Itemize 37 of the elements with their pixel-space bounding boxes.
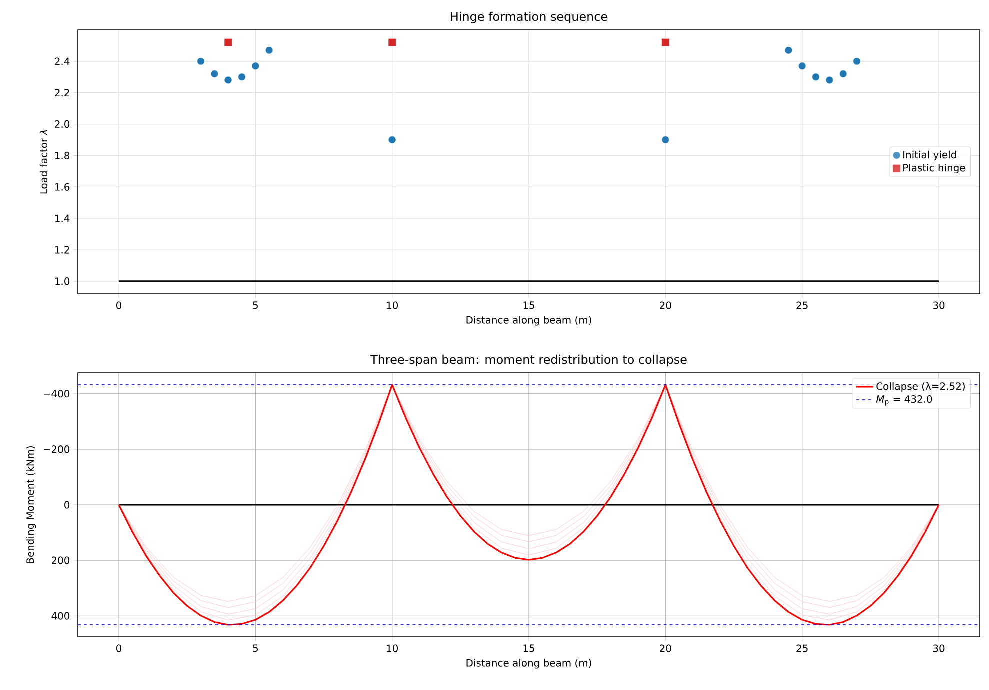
x-tick-label: 25 xyxy=(796,302,808,310)
y-tick-label: 200 xyxy=(52,556,70,564)
y-tick-label: 1.2 xyxy=(55,246,70,254)
legend-label: Initial yield xyxy=(904,150,956,161)
x-tick-label: 15 xyxy=(524,644,534,652)
legend-label: Collapse (λ=2.52) xyxy=(876,382,965,392)
x-axis-title: Distance along beam (m) xyxy=(466,659,592,669)
y-axis-title: Load factor λ xyxy=(40,130,48,194)
x-tick-label: 15 xyxy=(524,302,534,310)
y-tick-label: 2.2 xyxy=(55,89,70,97)
x-tick-label: 0 xyxy=(116,302,122,310)
y-tick-label: −200 xyxy=(44,446,70,454)
x-tick-label: 30 xyxy=(933,302,945,310)
legend-label: Plastic hinge xyxy=(904,164,966,174)
y-tick-label: −400 xyxy=(44,390,70,398)
x-tick-label: 20 xyxy=(660,644,672,652)
chart-title: Hinge formation sequence xyxy=(451,12,608,24)
y-tick-label: 1.8 xyxy=(55,152,70,160)
x-tick-label: 5 xyxy=(253,644,258,652)
y-tick-label: 1.6 xyxy=(55,183,70,191)
chart-title: Three-span beam: moment redistribution to collapse xyxy=(370,354,687,366)
x-tick-label: 30 xyxy=(933,644,945,652)
x-tick-label: 5 xyxy=(253,302,258,310)
y-tick-label: 2.0 xyxy=(55,120,70,128)
x-tick-label: 10 xyxy=(387,302,398,310)
x-tick-label: 10 xyxy=(387,644,398,652)
x-tick-label: 20 xyxy=(660,302,672,310)
y-tick-label: 1.0 xyxy=(55,278,70,286)
y-tick-label: 2.4 xyxy=(55,58,70,66)
x-axis-title: Distance along beam (m) xyxy=(466,316,592,326)
y-tick-label: 1.4 xyxy=(55,214,70,222)
x-tick-label: 25 xyxy=(796,644,808,652)
y-tick-label: 400 xyxy=(52,612,70,620)
legend-label: M$_{p}$ = 432.0 xyxy=(876,396,932,406)
y-axis-title: Bending Moment (kNm) xyxy=(26,446,36,564)
y-tick-label: 0 xyxy=(64,501,70,509)
x-tick-label: 0 xyxy=(116,644,122,652)
